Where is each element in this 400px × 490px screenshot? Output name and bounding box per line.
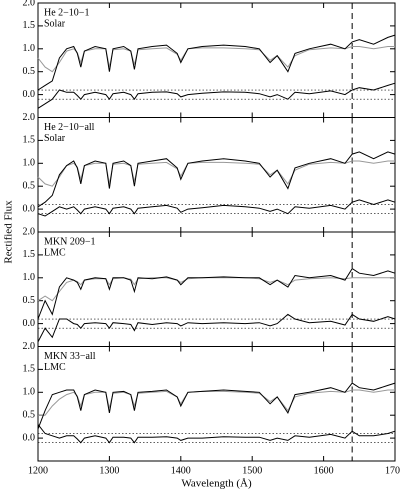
y-tick-label: 1.5: [23, 249, 36, 260]
spectrum-line: [37, 424, 396, 444]
spectrum-line: [37, 46, 395, 73]
panel-label: MKN 209−1: [44, 236, 95, 247]
y-tick-label: 2.0: [23, 0, 36, 8]
panel-label: He 2−10−all: [44, 122, 95, 133]
panel-label: LMC: [44, 362, 66, 373]
panel-frame: [37, 231, 396, 347]
panel-frame: [37, 117, 396, 233]
x-tick-label: 1500: [242, 465, 262, 476]
x-tick-label: 1400: [171, 465, 191, 476]
spectrum-line: [37, 313, 396, 343]
y-tick-label: 0.5: [23, 180, 36, 191]
y-tick-label: 0.5: [23, 66, 36, 77]
y-tick-label: 2.0: [23, 341, 36, 352]
y-tick-label: 2.0: [23, 112, 36, 123]
spectrum-line: [37, 160, 395, 187]
y-tick-label: 0.5: [23, 409, 36, 420]
y-tick-label: 0.0: [23, 432, 36, 443]
spectrum-line: [37, 34, 396, 91]
x-tick-label: 1600: [314, 465, 334, 476]
x-tick-label: 1300: [99, 465, 119, 476]
y-tick-label: 1.0: [23, 387, 36, 398]
y-tick-label: 1.5: [23, 20, 36, 31]
y-tick-label: 1.5: [23, 364, 36, 375]
spectrum-line: [37, 267, 396, 320]
y-tick-label: 2.0: [23, 226, 36, 237]
x-tick-label: 1200: [28, 465, 48, 476]
spectrum-line: [37, 82, 396, 109]
y-tick-label: 0.0: [23, 89, 36, 100]
panel-frame: [37, 346, 396, 462]
x-tick-label: 1700: [385, 465, 400, 476]
panel-label: Solar: [44, 133, 66, 144]
panel-label: LMC: [44, 247, 66, 258]
spectrum-line: [37, 199, 396, 217]
panel-frame: [37, 2, 396, 118]
spectrum-line: [37, 277, 395, 302]
panel-label: Solar: [44, 18, 66, 29]
y-tick-label: 1.0: [23, 158, 36, 169]
y-tick-label: 1.0: [23, 272, 36, 283]
y-tick-label: 0.0: [23, 203, 36, 214]
y-tick-label: 1.5: [23, 135, 36, 146]
panel-label: He 2−10−1: [44, 7, 89, 18]
y-tick-label: 0.5: [23, 295, 36, 306]
panel-label: MKN 33−all: [44, 351, 96, 362]
spectrum-line: [37, 382, 396, 430]
y-axis-label: Rectified Flux: [3, 200, 15, 264]
spectrum-line: [38, 389, 395, 416]
y-tick-label: 1.0: [23, 43, 36, 54]
x-axis-label: Wavelength (Å): [181, 478, 252, 490]
spectrum-line: [37, 151, 396, 208]
y-tick-label: 0.0: [23, 318, 36, 329]
